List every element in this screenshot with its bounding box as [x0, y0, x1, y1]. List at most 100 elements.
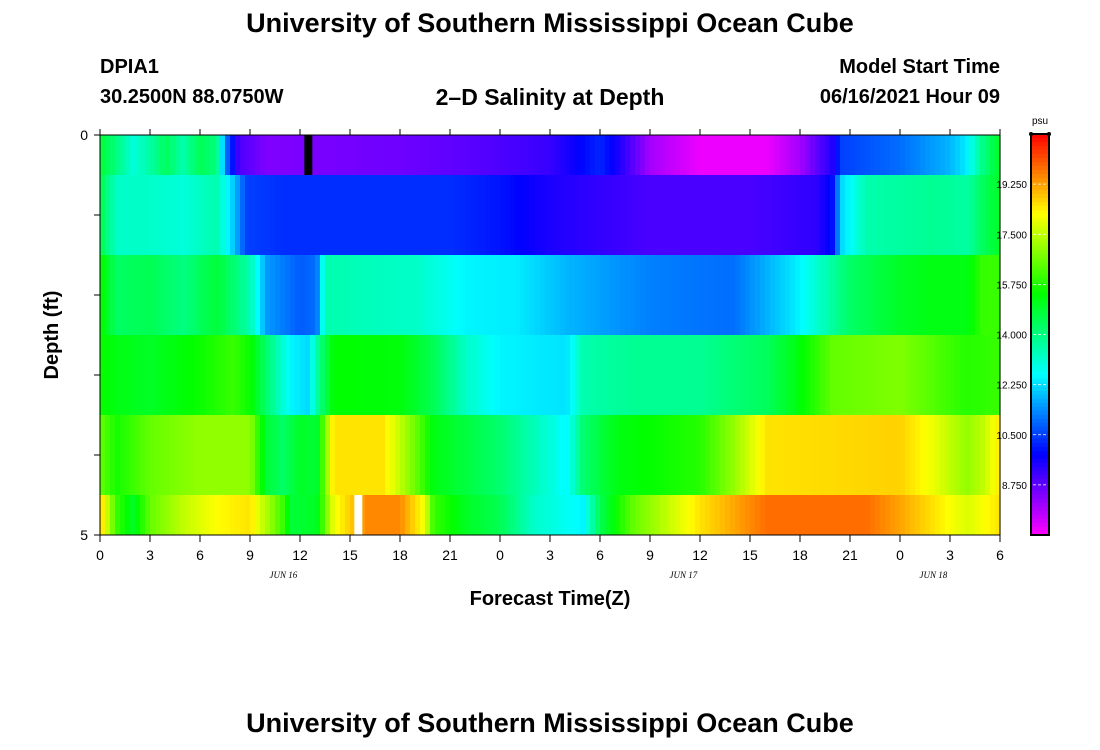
heatmap-cell [520, 415, 526, 495]
heatmap-cell [700, 495, 706, 535]
heatmap-cell [935, 255, 941, 335]
heatmap-cell [480, 175, 486, 255]
heatmap-cell [280, 135, 286, 175]
heatmap-cell [520, 255, 526, 335]
colorbar-cell [1031, 478, 1049, 484]
heatmap-cell [950, 175, 956, 255]
heatmap-cell [170, 495, 176, 535]
heatmap-cell [320, 135, 326, 175]
heatmap-cell [575, 255, 581, 335]
colorbar-cell [1031, 258, 1049, 263]
heatmap-cell [325, 255, 331, 335]
heatmap-cell [290, 415, 296, 495]
heatmap-cell [730, 415, 736, 495]
heatmap-cell [755, 255, 761, 335]
heatmap-cell [665, 255, 671, 335]
heatmap-cell [575, 135, 581, 175]
heatmap-cell [480, 415, 486, 495]
colorbar-cell [1031, 358, 1049, 364]
heatmap-cell [305, 415, 311, 495]
heatmap-cell [165, 255, 171, 335]
heatmap-cell [885, 335, 891, 415]
colorbar-cell [1031, 402, 1049, 408]
heatmap-cell [735, 495, 741, 535]
heatmap-cell [695, 415, 701, 495]
heatmap-cell [255, 175, 261, 255]
colorbar-cell [1031, 434, 1049, 440]
heatmap-cell [350, 175, 356, 255]
heatmap-cell [660, 335, 666, 415]
heatmap-cell [985, 335, 991, 415]
heatmap-cell [340, 335, 346, 415]
heatmap-cell [650, 135, 656, 175]
heatmap-cell [300, 175, 306, 255]
colorbar-cell [1031, 330, 1049, 336]
heatmap-cell [740, 415, 746, 495]
colorbar-cell [1031, 438, 1049, 444]
heatmap-cell [785, 175, 791, 255]
heatmap-cell [885, 135, 891, 175]
heatmap-cell [355, 135, 361, 175]
heatmap-cell [680, 255, 686, 335]
heatmap-cell [390, 255, 396, 335]
heatmap-cell [510, 135, 516, 175]
colorbar-cell [1031, 430, 1049, 436]
heatmap-cell [255, 495, 261, 535]
heatmap-cell [355, 415, 361, 495]
heatmap-cell [890, 415, 896, 495]
heatmap-cell [910, 415, 916, 495]
colorbar-cell [1031, 418, 1049, 424]
heatmap-cell [625, 335, 631, 415]
heatmap-cell [915, 135, 921, 175]
heatmap-cell [420, 495, 426, 535]
heatmap-cell [795, 495, 801, 535]
colorbar-cell [1031, 218, 1049, 223]
heatmap-cell [715, 255, 721, 335]
heatmap-cell [405, 415, 411, 495]
heatmap-cell [560, 415, 566, 495]
heatmap-cell [865, 175, 871, 255]
heatmap-cell [300, 495, 306, 535]
heatmap-cell [860, 495, 866, 535]
heatmap-cell [995, 495, 1001, 535]
heatmap-cell [595, 175, 601, 255]
heatmap-cell [780, 335, 786, 415]
heatmap-cell [450, 415, 456, 495]
heatmap-cell [990, 175, 996, 255]
heatmap-cell [955, 175, 961, 255]
heatmap-cell [580, 415, 586, 495]
heatmap-cell [690, 415, 696, 495]
heatmap-cell [935, 415, 941, 495]
heatmap-cell [580, 495, 586, 535]
heatmap-cell [270, 495, 276, 535]
heatmap-cell [600, 335, 606, 415]
heatmap-cell [865, 495, 871, 535]
heatmap-cell [830, 255, 836, 335]
heatmap-cell [440, 135, 446, 175]
heatmap-cell [860, 175, 866, 255]
heatmap-cell [855, 255, 861, 335]
colorbar-cell [1031, 530, 1049, 536]
heatmap-cell [565, 175, 571, 255]
heatmap-cell [995, 175, 1001, 255]
heatmap-cell [750, 335, 756, 415]
heatmap-cell [245, 415, 251, 495]
heatmap-cell [380, 135, 386, 175]
heatmap-cell [645, 175, 651, 255]
colorbar-cell [1031, 462, 1049, 468]
heatmap-cell [835, 175, 841, 255]
station-id: DPIA1 [100, 56, 159, 78]
heatmap-cell [825, 495, 831, 535]
heatmap-cell [550, 495, 556, 535]
heatmap-cell [415, 175, 421, 255]
heatmap-cell [285, 415, 291, 495]
heatmap-cell [285, 495, 291, 535]
heatmap-cell [895, 335, 901, 415]
heatmap-cell [925, 255, 931, 335]
heatmap-cell [340, 415, 346, 495]
heatmap-cell [720, 175, 726, 255]
heatmap-cell [490, 335, 496, 415]
heatmap-cell [565, 415, 571, 495]
colorbar-cell [1031, 134, 1049, 139]
